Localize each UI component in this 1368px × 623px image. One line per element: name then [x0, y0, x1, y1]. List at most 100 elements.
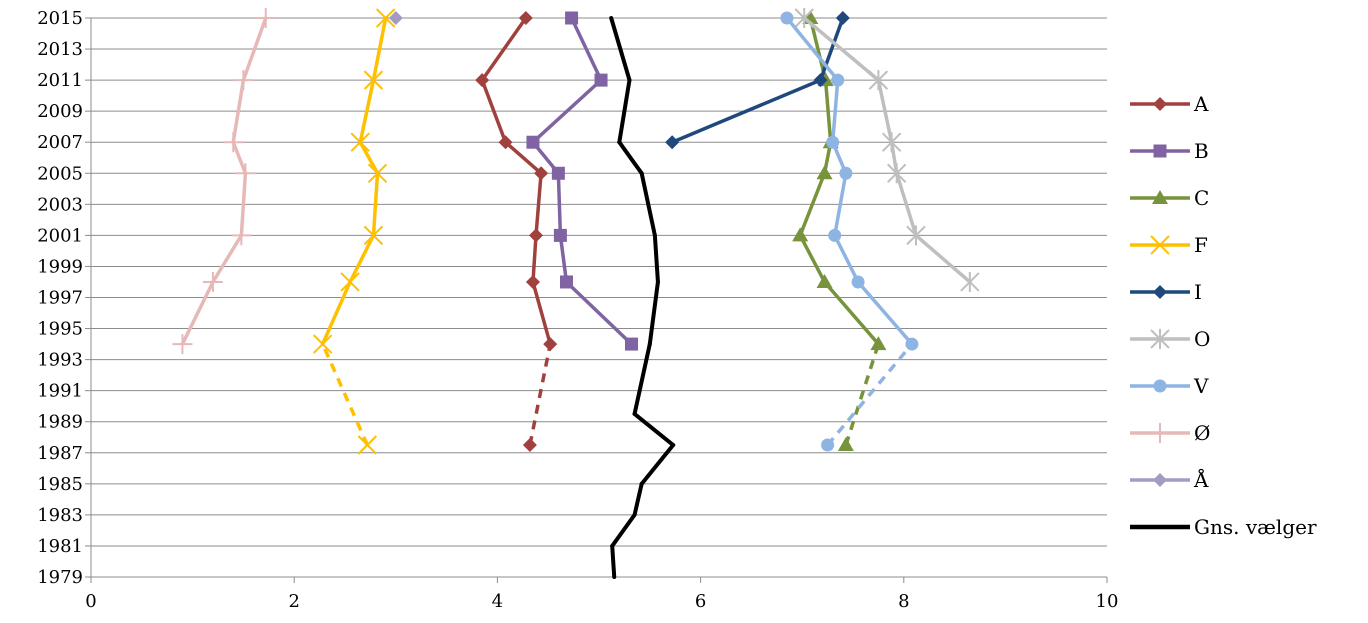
series-segment — [569, 16, 603, 82]
data-point — [388, 11, 403, 25]
legend-item-o: O — [1130, 327, 1210, 351]
series-segment — [528, 343, 552, 446]
legend-item-a: A — [1130, 92, 1209, 116]
axes: 1979 1981 1983 1985 1987 1989 1991 1993 1995 1997… — [37, 8, 1118, 612]
data-point — [835, 11, 850, 25]
data-point — [529, 228, 544, 243]
data-point — [340, 272, 360, 292]
series-segment — [320, 280, 352, 346]
series-segment — [321, 343, 369, 446]
series-aa — [388, 11, 403, 25]
legend-item-aa: Å — [1130, 467, 1209, 492]
legend-label: O — [1194, 327, 1210, 351]
series-segment — [348, 233, 376, 284]
data-point — [851, 275, 865, 289]
data-point — [235, 163, 256, 184]
series-segment — [632, 411, 676, 448]
series-segment — [358, 78, 376, 144]
data-point — [357, 435, 378, 455]
x-tick-label: 6 — [695, 591, 706, 612]
legend-item-i: I — [1130, 280, 1202, 304]
data-point — [233, 70, 254, 91]
data-point — [828, 228, 842, 242]
series-segment — [830, 78, 840, 144]
data-point — [821, 438, 835, 452]
legend-item-c: C — [1130, 186, 1209, 210]
y-tick-label: 2015 — [37, 8, 83, 29]
series-segment — [231, 140, 248, 176]
series-segment — [239, 171, 248, 238]
series-f — [312, 8, 396, 455]
series-segment — [610, 512, 637, 548]
series-segment — [609, 16, 632, 83]
data-point — [831, 73, 845, 87]
y-tick-label: 2001 — [37, 225, 83, 246]
series-segment — [241, 16, 268, 82]
legend-label: C — [1194, 186, 1209, 210]
legend-item-b: B — [1130, 139, 1209, 163]
y-tick-label: 2011 — [37, 70, 83, 91]
series-segment — [558, 233, 569, 284]
data-point — [231, 225, 252, 246]
series-segment — [632, 342, 652, 416]
series-segment — [503, 140, 543, 176]
series-segment — [531, 233, 538, 284]
y-tick-label: 1987 — [37, 443, 83, 464]
data-point — [172, 334, 193, 355]
legend-marker — [1150, 235, 1170, 255]
data-point — [565, 11, 579, 25]
series-segment — [798, 233, 827, 284]
legend-marker — [1150, 329, 1170, 349]
data-point — [886, 163, 907, 184]
data-point — [594, 73, 608, 87]
data-point — [543, 337, 558, 352]
data-point — [837, 437, 854, 452]
series-segment — [531, 78, 603, 144]
legend-label: F — [1194, 233, 1208, 257]
y-tick-label: 2005 — [37, 163, 83, 184]
data-point — [312, 334, 333, 354]
y-tick-label: 1979 — [37, 567, 83, 588]
y-tick-label: 2003 — [37, 194, 83, 215]
series-segment — [358, 140, 380, 176]
data-point — [518, 11, 533, 25]
data-point — [665, 135, 680, 150]
series-segment — [798, 171, 827, 238]
series-c — [792, 10, 887, 452]
series-segment — [371, 16, 388, 82]
x-tick-label: 10 — [1096, 591, 1119, 612]
series-segment — [480, 16, 528, 82]
data-point — [868, 70, 889, 91]
data-point — [363, 225, 384, 246]
series-segment — [632, 481, 644, 517]
series-segment — [670, 78, 823, 144]
plot-area — [172, 8, 980, 579]
series-segment — [647, 279, 660, 347]
series-o — [794, 8, 980, 292]
y-tick-label: 1989 — [37, 412, 83, 433]
data-point — [792, 227, 809, 242]
data-point — [794, 8, 814, 28]
series-segment — [531, 280, 552, 346]
data-point — [625, 337, 639, 351]
data-point — [367, 163, 388, 183]
series-segment — [785, 16, 840, 82]
series-gns-vaelger — [609, 16, 676, 579]
data-point — [906, 225, 926, 246]
series-segment — [231, 78, 246, 144]
series-v — [780, 11, 919, 452]
data-point — [816, 273, 833, 288]
data-point — [363, 70, 384, 90]
series-segment — [823, 78, 833, 144]
data-point — [522, 438, 537, 453]
y-tick-label: 1993 — [37, 350, 83, 371]
legend-marker — [1153, 144, 1167, 158]
y-tick-label: 2009 — [37, 101, 83, 122]
data-point — [816, 165, 833, 180]
legend-marker — [1152, 190, 1168, 204]
series-i — [665, 11, 850, 150]
series-segment — [556, 171, 563, 238]
legend-item-v: V — [1130, 374, 1209, 398]
